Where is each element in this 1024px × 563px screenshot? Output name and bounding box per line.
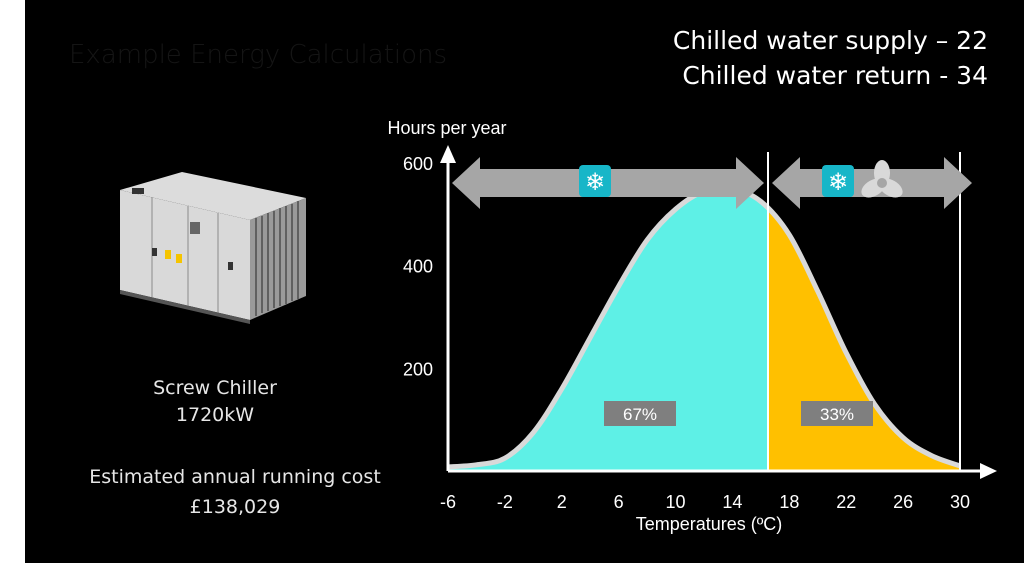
svg-text:❄: ❄: [828, 168, 848, 196]
screw-chiller-image: [120, 172, 306, 324]
x-tick-label: 22: [836, 492, 856, 512]
x-axis-label: Temperatures (ºC): [636, 514, 783, 534]
chilled-water-return-label: Chilled water return - 34: [682, 61, 988, 90]
x-tick-label: -6: [440, 492, 456, 512]
percent-badge-left: 67%: [604, 401, 676, 426]
product-name: Screw Chiller: [153, 377, 277, 399]
y-tick-label: 600: [403, 154, 433, 174]
x-tick-label: 10: [666, 492, 686, 512]
x-tick-label: 6: [614, 492, 624, 512]
percent-badge-right: 33%: [801, 401, 873, 426]
x-tick-label: 30: [950, 492, 970, 512]
running-cost-value: £138,029: [189, 496, 281, 518]
y-tick-label: 400: [403, 257, 433, 277]
slide-title: Example Energy Calculations: [69, 40, 448, 70]
running-cost-label: Estimated annual running cost: [89, 466, 381, 488]
cooling-zone-area: [448, 187, 768, 471]
x-axis-arrow: [980, 463, 997, 479]
temperature-hours-chart: ❄ ❄ 67% 33% -6 -2 2 6 10 14 18 22 26 30 200400600…: [387, 118, 997, 534]
slide: Example Energy Calculations Chilled wate…: [25, 0, 1024, 563]
svg-text:❄: ❄: [585, 168, 605, 196]
x-tick-label: 2: [557, 492, 567, 512]
snowflake-icon: ❄: [579, 165, 611, 197]
fan-icon: [861, 160, 903, 198]
y-tick-label: 200: [403, 359, 433, 379]
snowflake-fan-icon: ❄: [822, 160, 903, 198]
y-axis-label: Hours per year: [387, 118, 506, 138]
product-capacity: 1720kW: [175, 404, 255, 426]
x-tick-label: 14: [722, 492, 742, 512]
chilled-water-supply-label: Chilled water supply – 22: [672, 26, 988, 55]
y-axis-arrow: [440, 145, 456, 163]
x-tick-label: 26: [893, 492, 913, 512]
percent-label-left: 67%: [623, 405, 657, 424]
x-tick-label: 18: [779, 492, 799, 512]
x-tick-label: -2: [497, 492, 513, 512]
percent-label-right: 33%: [820, 405, 854, 424]
